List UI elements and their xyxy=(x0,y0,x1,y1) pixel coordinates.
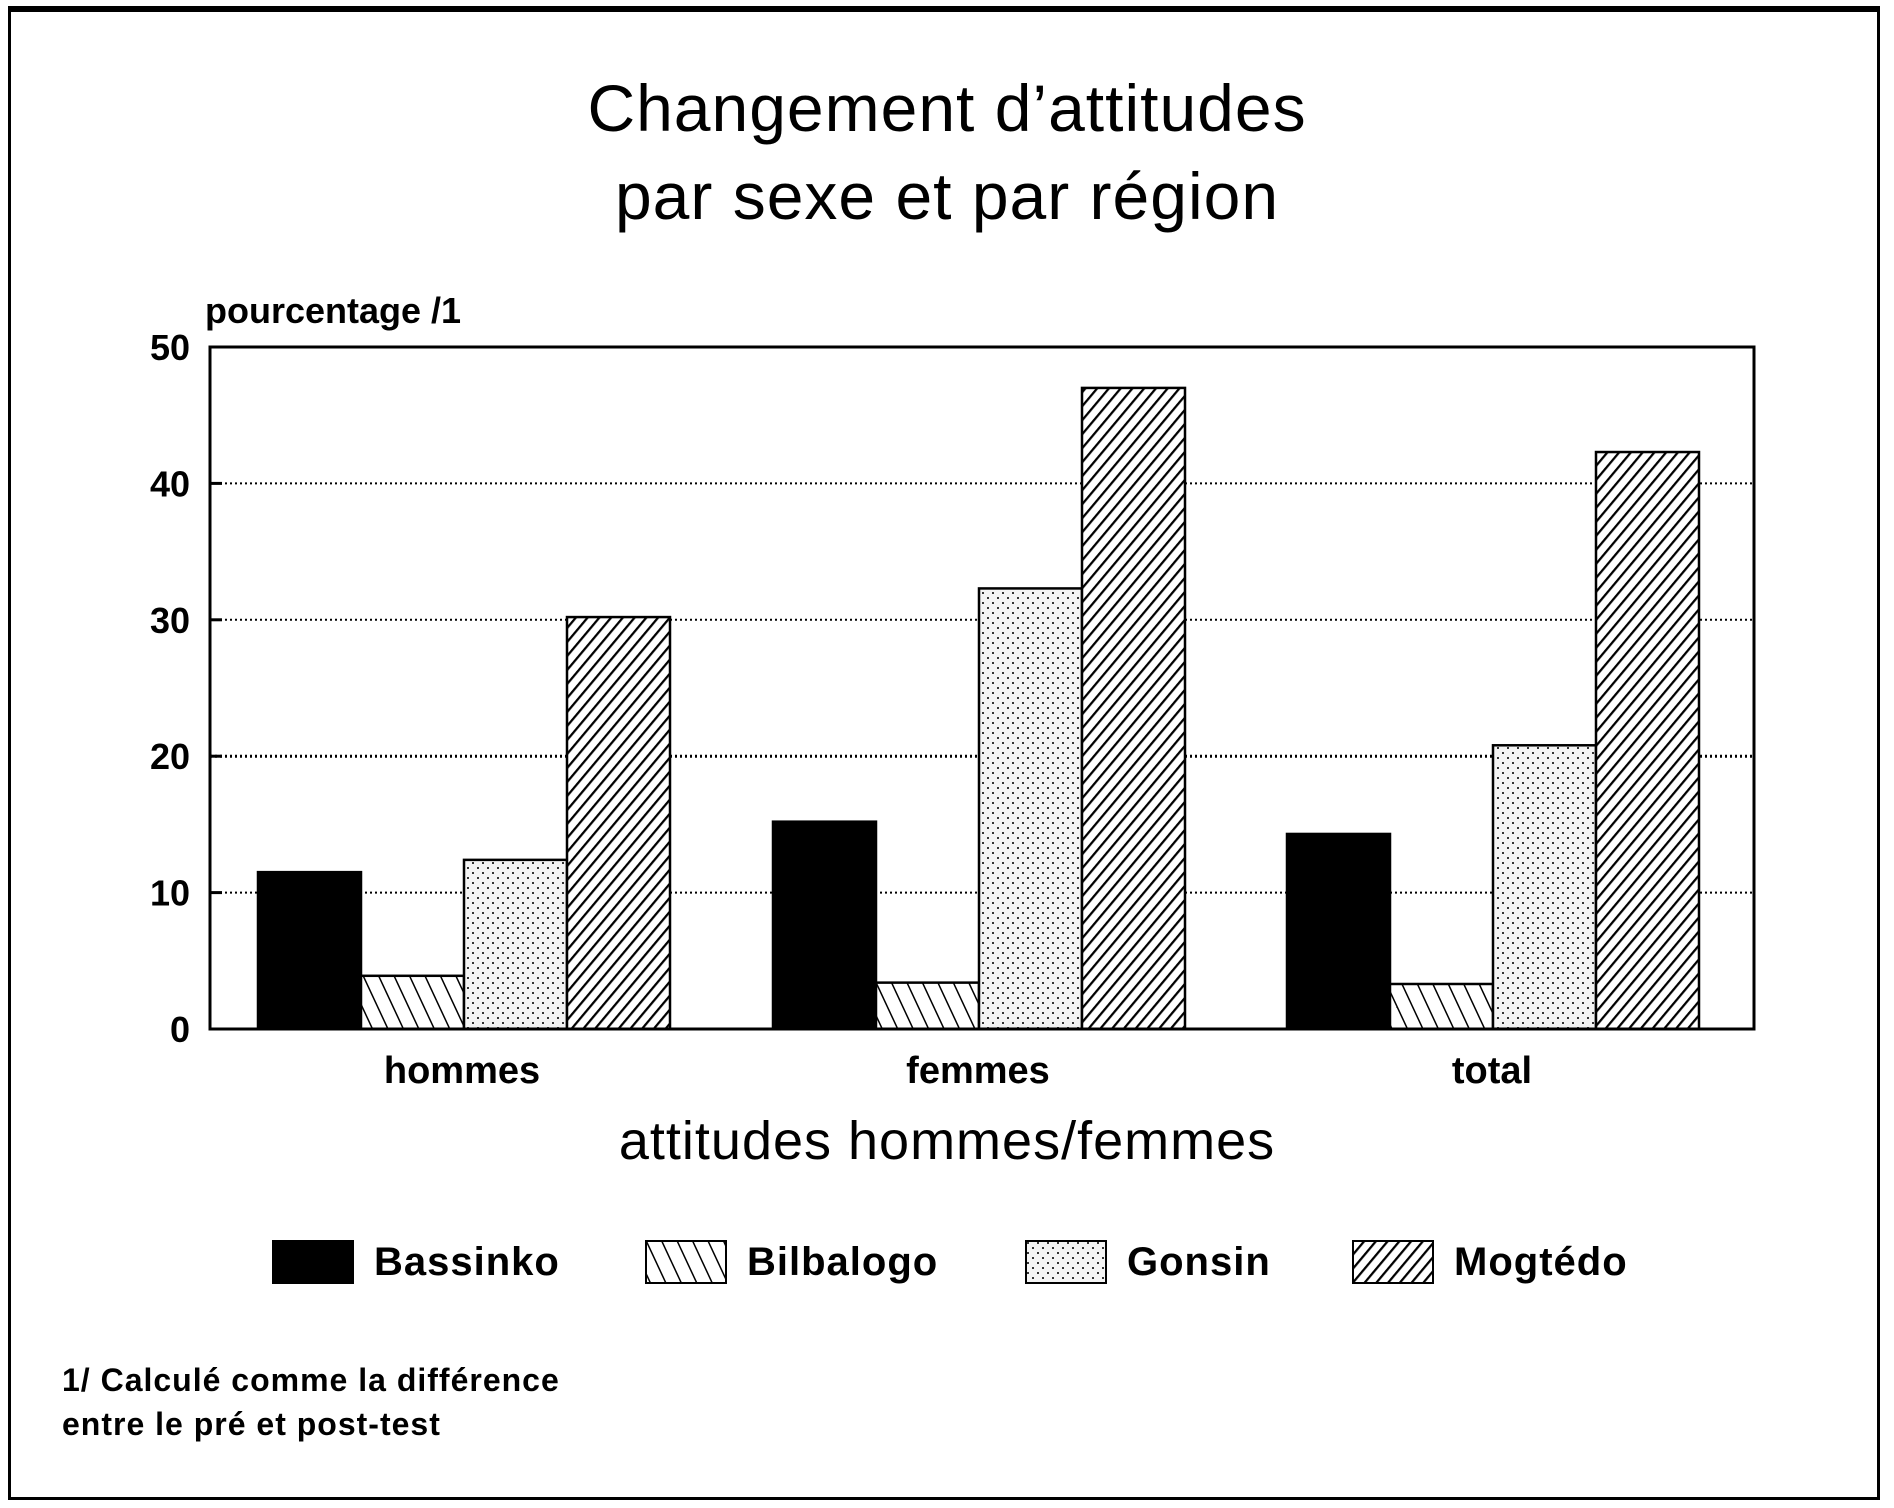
legend: Bassinko Bilbalogo Gonsin Mogtédo xyxy=(0,1232,1894,1292)
legend-label: Bilbalogo xyxy=(747,1239,939,1284)
legend-swatch-back-hatch xyxy=(645,1240,727,1284)
x-axis-title: attitudes hommes/femmes xyxy=(618,1111,1276,1171)
legend-swatch-solid xyxy=(272,1240,354,1284)
plot-border xyxy=(208,345,1756,1031)
y-tick-label: 10 xyxy=(150,873,190,914)
bar-femmes-gonsin xyxy=(977,587,1084,1031)
chart-title-line-1: Changement d’attitudes xyxy=(587,71,1307,145)
y-axis-label: pourcentage /1 xyxy=(205,290,462,331)
category-label-femmes: femmes xyxy=(906,1050,1050,1092)
legend-label: Bassinko xyxy=(374,1239,560,1284)
legend-label: Mogtédo xyxy=(1454,1239,1628,1284)
legend-label: Gonsin xyxy=(1127,1239,1271,1284)
legend-item-bassinko: Bassinko xyxy=(272,1232,560,1292)
legend-swatch-forward-hatch xyxy=(1352,1240,1434,1284)
legend-item-gonsin: Gonsin xyxy=(1025,1232,1271,1292)
bar-hommes-mogtédo xyxy=(565,615,672,1031)
legend-item-bilbalogo: Bilbalogo xyxy=(645,1232,938,1292)
bar-femmes-bilbalogo xyxy=(874,981,981,1031)
category-label-hommes: hommes xyxy=(383,1050,541,1092)
footnote-line-1: 1/ Calculé comme la différence xyxy=(62,1362,560,1398)
y-tick-label: 20 xyxy=(150,736,190,777)
legend-item-mogtedo: Mogtédo xyxy=(1352,1232,1628,1292)
bar-total-gonsin xyxy=(1491,744,1598,1031)
bar-total-mogtédo xyxy=(1594,450,1701,1031)
chart-frame xyxy=(8,6,1880,1500)
chart-title-line-2: par sexe et par région xyxy=(614,159,1280,233)
y-tick-label: 30 xyxy=(150,600,190,641)
bar-hommes-bilbalogo xyxy=(359,974,466,1031)
bar-hommes-bassinko xyxy=(256,870,363,1031)
bar-femmes-bassinko xyxy=(771,820,878,1031)
footnote: 1/ Calculé comme la différence entre le … xyxy=(62,1358,560,1446)
y-tick-label: 0 xyxy=(170,1009,190,1050)
bar-total-bassinko xyxy=(1285,832,1392,1031)
bar-femmes-mogtédo xyxy=(1080,386,1187,1031)
bar-hommes-gonsin xyxy=(462,858,569,1031)
y-tick-label: 40 xyxy=(150,463,190,504)
category-label-total: total xyxy=(1451,1050,1533,1092)
y-axis-ticks: 0 10 20 30 40 50 xyxy=(150,327,222,1050)
footnote-line-2: entre le pré et post-test xyxy=(62,1406,441,1442)
bar-total-bilbalogo xyxy=(1388,982,1495,1031)
bars xyxy=(256,386,1701,1031)
legend-swatch-dots xyxy=(1025,1240,1107,1284)
y-tick-label: 50 xyxy=(150,327,190,368)
